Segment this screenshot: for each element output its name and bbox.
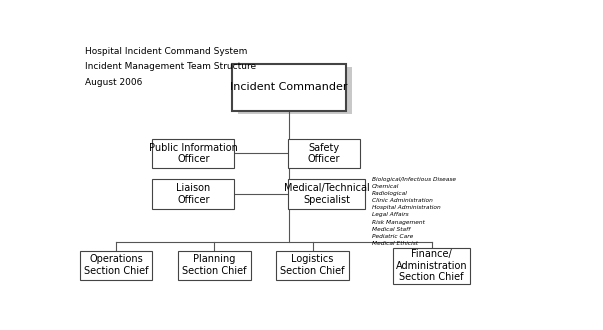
FancyBboxPatch shape (153, 180, 234, 209)
Text: Radiological: Radiological (372, 191, 408, 196)
FancyBboxPatch shape (288, 139, 361, 168)
Text: Planning
Section Chief: Planning Section Chief (182, 254, 247, 276)
Text: Safety
Officer: Safety Officer (308, 143, 341, 164)
FancyBboxPatch shape (393, 248, 470, 283)
Text: Finance/
Administration
Section Chief: Finance/ Administration Section Chief (396, 249, 467, 282)
Text: Clinic Administration: Clinic Administration (372, 198, 433, 203)
Text: Biological/Infectious Disease: Biological/Infectious Disease (372, 177, 456, 182)
Text: Liaison
Officer: Liaison Officer (176, 183, 210, 205)
Text: Legal Affairs: Legal Affairs (372, 213, 409, 217)
FancyBboxPatch shape (178, 250, 251, 280)
Text: Medical/Technical
Specialist: Medical/Technical Specialist (283, 183, 370, 205)
Text: Hospital Administration: Hospital Administration (372, 205, 441, 210)
FancyBboxPatch shape (288, 180, 365, 209)
Text: Medical Staff: Medical Staff (372, 227, 411, 232)
FancyBboxPatch shape (232, 64, 347, 111)
FancyBboxPatch shape (276, 250, 349, 280)
Text: August 2006: August 2006 (84, 78, 142, 87)
Text: Incident Commander: Incident Commander (230, 82, 348, 92)
Text: Operations
Section Chief: Operations Section Chief (84, 254, 148, 276)
Text: Medical Ethicist: Medical Ethicist (372, 241, 418, 246)
FancyBboxPatch shape (153, 139, 234, 168)
Text: Incident Management Team Structure: Incident Management Team Structure (84, 62, 256, 72)
Text: Chemical: Chemical (372, 184, 400, 189)
FancyBboxPatch shape (238, 67, 352, 114)
Text: Public Information
Officer: Public Information Officer (149, 143, 238, 164)
Text: Risk Management: Risk Management (372, 219, 425, 224)
Text: Hospital Incident Command System: Hospital Incident Command System (84, 47, 247, 56)
Text: Pediatric Care: Pediatric Care (372, 234, 414, 239)
FancyBboxPatch shape (80, 250, 153, 280)
Text: Logistics
Section Chief: Logistics Section Chief (280, 254, 345, 276)
